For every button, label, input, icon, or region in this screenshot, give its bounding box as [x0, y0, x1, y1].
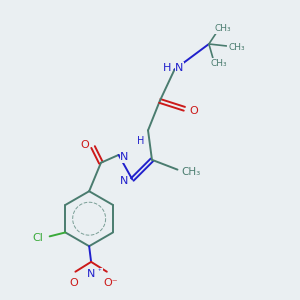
Text: N: N — [120, 176, 129, 186]
Text: H: H — [163, 63, 171, 73]
Text: Cl: Cl — [32, 233, 43, 243]
Text: O: O — [69, 278, 78, 289]
Text: N: N — [175, 63, 184, 73]
Text: CH₃: CH₃ — [214, 24, 231, 33]
Text: H: H — [137, 136, 145, 146]
Text: O: O — [81, 140, 90, 150]
Text: CH₃: CH₃ — [210, 59, 227, 68]
Text: CH₃: CH₃ — [182, 167, 201, 177]
Text: N: N — [120, 152, 129, 162]
Text: CH₃: CH₃ — [228, 44, 245, 52]
Text: N: N — [87, 269, 95, 279]
Text: ⁺: ⁺ — [98, 269, 102, 275]
Text: O⁻: O⁻ — [103, 278, 118, 289]
Text: O: O — [190, 106, 199, 116]
